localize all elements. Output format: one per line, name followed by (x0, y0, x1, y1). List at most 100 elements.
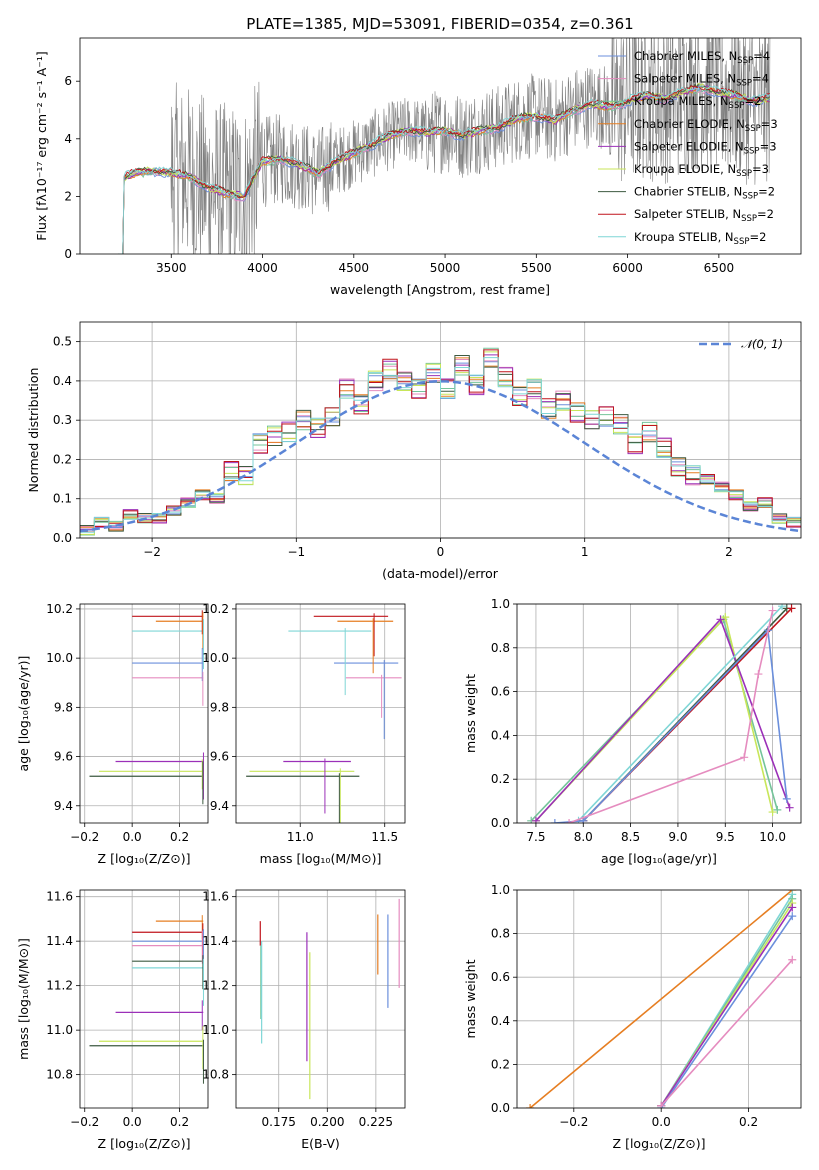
spectrum-legend: Chabrier MILES, NSSP=4 Salpeter MILES, NS… (598, 49, 778, 247)
residual-ylabel: Normed distribution (26, 368, 41, 493)
age-vs-mass-ytick-label: 9.4 (210, 799, 229, 813)
mass-vs-Z-ytick-label: 11.6 (46, 890, 73, 904)
weight-vs-age-panel: 7.5 8.0 8.5 9.0 9.5 10.0 0.0 0.2 0.4 0.6 0.8 1.0 age… (463, 597, 802, 866)
weight-vs-Z-marker (657, 1101, 666, 1108)
weight-vs-Z-ytick-label: 0.4 (491, 1014, 510, 1028)
mass-vs-ebv-ytick-label: 11.0 (202, 1023, 229, 1037)
mass-vs-Z-xtick-label: 0.2 (170, 1115, 189, 1129)
mass-vs-Z-panel: −0.2 0.0 0.2 10.8 11.0 11.2 11.4 11.6 Z [log₁₀(Z… (16, 889, 209, 1151)
residual-histogram (80, 357, 801, 533)
mass-vs-Z-ylabel: mass [log₁₀(M/M⊙)] (16, 938, 31, 1060)
age-vs-Z-xtick-label: 0.0 (123, 830, 142, 844)
mass-vs-ebv-xtick-label: 0.225 (359, 1115, 393, 1129)
weight-vs-age-marker (773, 805, 782, 814)
mass-vs-ebv-xtick-label: 0.200 (310, 1115, 344, 1129)
age-vs-Z-ytick-label: 9.4 (54, 799, 73, 813)
age-vs-Z-ylabel: age [log₁₀(age/yr)] (16, 656, 31, 772)
residual-xtick-label: −2 (143, 545, 161, 559)
weight-vs-Z-xtick-label: −0.2 (559, 1115, 588, 1129)
weight-vs-Z-ytick-label: 0.8 (491, 927, 510, 941)
weight-vs-Z-line (660, 906, 793, 1107)
mass-vs-ebv-ytick-label: 11.4 (202, 934, 229, 948)
mass-vs-ebv-ytick-label: 11.6 (202, 890, 229, 904)
weight-vs-Z-line (660, 915, 793, 1108)
weight-vs-Z-ytick-label: 1.0 (491, 883, 510, 897)
spectrum-legend-label: Kroupa ELODIE, NSSP=3 (634, 162, 769, 179)
mass-vs-ebv-ytick-label: 10.8 (202, 1068, 229, 1082)
age-vs-Z-ytick-label: 9.8 (54, 700, 73, 714)
residual-xtick-label: −1 (287, 545, 305, 559)
weight-vs-age-marker (565, 819, 574, 823)
spectrum-title: PLATE=1385, MJD=53091, FIBERID=0354, z=0… (246, 15, 633, 33)
spectrum-legend-label: Kroupa STELIB, NSSP=2 (634, 230, 766, 247)
weight-vs-age-marker (550, 819, 559, 823)
weight-vs-Z-marker (788, 903, 797, 912)
age-vs-mass-panel: 11.0 11.5 9.4 9.6 9.8 10.0 10.2 mass [log₁₀(M/M… (202, 602, 406, 866)
mass-vs-Z-xtick-label: −0.2 (70, 1115, 99, 1129)
mass-vs-Z-ytick-label: 10.8 (46, 1068, 73, 1082)
spectrum-ytick-label: 6 (64, 74, 72, 88)
residual-ytick-label: 0.5 (53, 335, 72, 349)
residual-ytick-label: 0.4 (53, 374, 72, 388)
spectrum-legend-label: Salpeter ELODIE, NSSP=3 (634, 139, 777, 156)
mass-vs-Z-ytick-label: 11.4 (46, 934, 73, 948)
weight-vs-age-marker (754, 670, 763, 679)
weight-vs-age-marker (768, 606, 777, 615)
residual-xtick-label: 1 (581, 545, 589, 559)
age-vs-Z-xtick-label: −0.2 (70, 830, 99, 844)
weight-vs-age-line (568, 610, 774, 823)
spectrum-xtick-label: 6000 (612, 261, 643, 275)
mass-vs-Z-ytick-label: 11.0 (46, 1023, 73, 1037)
weight-vs-Z-line (660, 959, 793, 1107)
spectrum-legend-label: Chabrier STELIB, NSSP=2 (634, 185, 775, 202)
weight-vs-age-ytick-label: 0.8 (491, 641, 510, 655)
weight-vs-age-xtick-label: 9.0 (668, 830, 687, 844)
weight-vs-age-ytick-label: 0.0 (491, 816, 510, 830)
weight-vs-Z-xtick-label: 0.2 (739, 1115, 758, 1129)
weight-vs-age-ytick-label: 0.2 (491, 772, 510, 786)
weight-vs-age-marker (782, 794, 791, 803)
residual-ytick-label: 0.3 (53, 413, 72, 427)
age-vs-Z-ytick-label: 10.0 (46, 651, 73, 665)
spectrum-xtick-label: 5000 (430, 261, 461, 275)
weight-vs-age-xlabel: age [log₁₀(age/yr)] (601, 851, 717, 866)
mass-vs-Z-xlabel: Z [log₁₀(Z/Z⊙)] (98, 1136, 191, 1151)
weight-vs-age-xtick-label: 8.0 (574, 830, 593, 844)
mass-vs-ebv-panel: 0.175 0.200 0.225 10.8 11.0 11.2 11.4 11.6 E(B-V… (202, 889, 406, 1151)
spectrum-legend-label: Kroupa MILES, NSSP=2 (634, 94, 761, 111)
weight-vs-Z-ylabel: mass weight (463, 959, 478, 1038)
spectrum-legend-label: Salpeter STELIB, NSSP=2 (634, 207, 774, 224)
residual-ytick-label: 0.2 (53, 452, 72, 466)
weight-vs-age-ytick-label: 0.6 (491, 685, 510, 699)
age-vs-mass-ytick-label: 10.0 (202, 651, 229, 665)
weight-vs-age-marker (778, 604, 787, 611)
age-vs-mass-xtick-label: 11.5 (371, 830, 398, 844)
spectrum-xtick-label: 4000 (247, 261, 278, 275)
weight-vs-age-xtick-label: 8.5 (621, 830, 640, 844)
spectrum-xtick-label: 4500 (339, 261, 370, 275)
spectrum-xtick-label: 3500 (156, 261, 187, 275)
spectrum-xlabel: wavelength [Angstrom, rest frame] (330, 282, 550, 297)
mass-vs-Z-xtick-label: 0.0 (123, 1115, 142, 1129)
weight-vs-age-xtick-label: 7.5 (526, 830, 545, 844)
spectrum-panel: PLATE=1385, MJD=53091, FIBERID=0354, z=0… (34, 15, 802, 297)
age-vs-Z-ytick-label: 10.2 (46, 602, 73, 616)
spectrum-data-line (122, 38, 771, 254)
spectrum-ytick-label: 4 (64, 132, 72, 146)
residual-xtick-label: 0 (437, 545, 445, 559)
residual-panel: −2 −1 0 1 2 0.0 0.1 0.2 0.3 0.4 0.5 𝒩(0, 1) (data-… (26, 321, 802, 581)
mass-vs-Z-ytick-label: 11.2 (46, 979, 73, 993)
age-vs-mass-ytick-label: 9.6 (210, 750, 229, 764)
weight-vs-age-ylabel: mass weight (463, 674, 478, 753)
spectrum-xtick-label: 5500 (521, 261, 552, 275)
age-vs-Z-panel: −0.2 0.0 0.2 9.4 9.6 9.8 10.0 10.2 Z [log₁₀(Z/Z⊙… (16, 602, 209, 866)
mass-vs-ebv-xtick-label: 0.175 (262, 1115, 296, 1129)
spectrum-legend-label: Chabrier ELODIE, NSSP=3 (634, 117, 778, 134)
mass-vs-ebv-xlabel: E(B-V) (301, 1136, 340, 1151)
weight-vs-age-marker (531, 816, 540, 823)
weight-vs-age-marker (740, 753, 749, 762)
age-vs-mass-ytick-label: 9.8 (210, 700, 229, 714)
spectrum-model-line (118, 85, 770, 254)
age-vs-Z-xtick-label: 0.2 (170, 830, 189, 844)
weight-vs-age-ytick-label: 0.4 (491, 728, 510, 742)
